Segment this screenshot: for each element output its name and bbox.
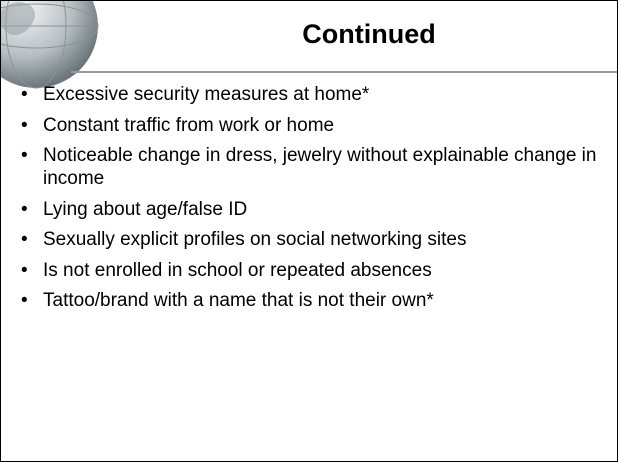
bullet-item: Is not enrolled in school or repeated ab… [21,259,613,282]
bullet-item: Noticeable change in dress, jewelry with… [21,144,613,190]
bullet-item: Sexually explicit profiles on social net… [21,228,613,251]
bullet-item: Constant traffic from work or home [21,114,613,137]
bullet-item: Tattoo/brand with a name that is not the… [21,289,613,312]
bullet-item: Excessive security measures at home* [21,83,613,106]
bullet-item: Lying about age/false ID [21,198,613,221]
globe-icon [1,1,99,89]
title-rule [71,71,617,73]
slide-title: Continued [302,19,436,49]
bullet-list: Excessive security measures at home* Cons… [11,83,613,320]
